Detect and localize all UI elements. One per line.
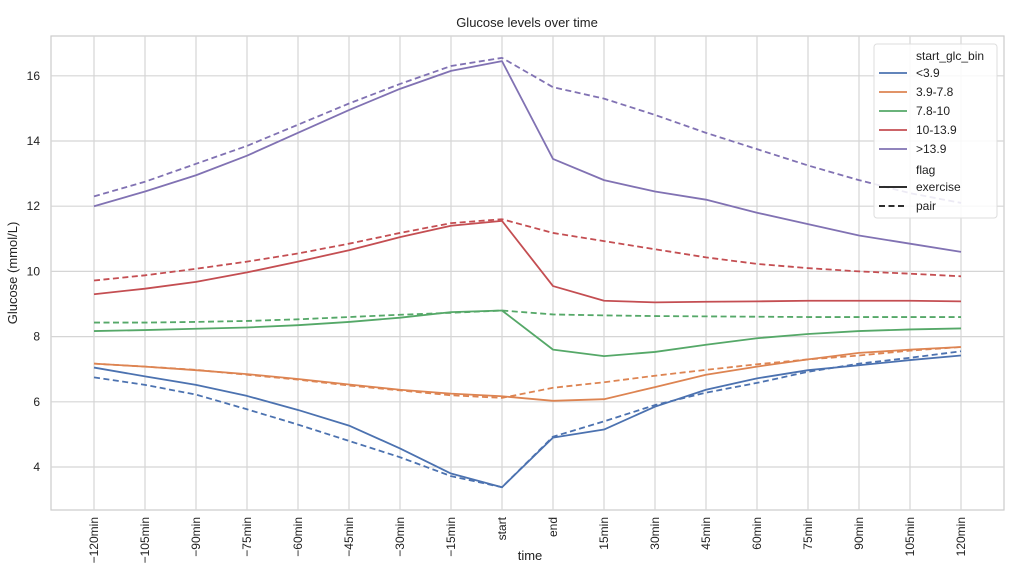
legend-box (873, 43, 998, 219)
series-line-10_13_9-exercise (93, 219, 962, 304)
series-line-7_8_10-pair (94, 309, 961, 324)
x-tick-label: −105min (138, 517, 152, 563)
series-lines (93, 56, 962, 489)
series-line-7_8_10-exercise (93, 309, 962, 358)
legend-label: 3.9-7.8 (916, 85, 954, 99)
x-tick-label: 30min (648, 517, 662, 550)
series-line-_3_9-exercise (93, 354, 962, 489)
series-line-10_13_9-pair (93, 218, 962, 282)
x-tick-label: −15min (444, 517, 458, 557)
x-tick-labels: −120min −105min −90min −75min −60min −45min −3… (87, 516, 968, 563)
legend: start_glc_bin flag <3.9 3.9-7.8 7.8-10 10-1… (873, 43, 998, 219)
x-tick-label: −120min (87, 517, 101, 563)
series-line-_13_9-exercise (93, 60, 962, 253)
y-tick-label: 4 (33, 460, 40, 474)
legend-style-label: exercise (916, 180, 961, 194)
series-line-3_9_7_8-exercise (93, 346, 962, 402)
y-axis-label: Glucose (mmol/L) (5, 222, 20, 325)
x-tick-label: −30min (393, 517, 407, 557)
x-tick-label: 120min (954, 517, 968, 556)
legend-style-title: flag (916, 163, 935, 177)
x-tick-label: −60min (291, 517, 305, 557)
x-tick-label: end (546, 517, 560, 537)
y-tick-label: 6 (33, 395, 40, 409)
x-tick-label: −75min (240, 517, 254, 557)
legend-label: 10-13.9 (916, 123, 957, 137)
legend-label: <3.9 (916, 66, 940, 80)
legend-hue-title: start_glc_bin (916, 49, 984, 63)
x-tick-label: start (495, 516, 509, 540)
y-tick-labels: 4 6 8 10 12 14 16 (27, 69, 41, 474)
y-tick-label: 8 (33, 330, 40, 344)
x-axis-label: time (518, 548, 543, 563)
gridlines (51, 36, 1004, 510)
series-line-_13_9-pair (93, 56, 962, 204)
legend-label: 7.8-10 (916, 104, 950, 118)
x-tick-label: 15min (597, 517, 611, 550)
x-tick-label: 90min (852, 517, 866, 550)
x-tick-label: 60min (750, 517, 764, 550)
x-tick-label: 105min (903, 517, 917, 556)
y-tick-label: 12 (27, 199, 41, 213)
x-tick-label: −45min (342, 517, 356, 557)
legend-style-label: pair (916, 199, 936, 213)
plot-area (50, 35, 1005, 511)
x-tick-label: 75min (801, 517, 815, 550)
chart-title: Glucose levels over time (456, 15, 598, 30)
y-tick-label: 16 (27, 69, 41, 83)
y-tick-label: 10 (27, 264, 41, 278)
legend-label: >13.9 (916, 142, 947, 156)
x-tick-label: −90min (189, 517, 203, 557)
x-tick-label: 45min (699, 517, 713, 550)
y-tick-label: 14 (27, 134, 41, 148)
